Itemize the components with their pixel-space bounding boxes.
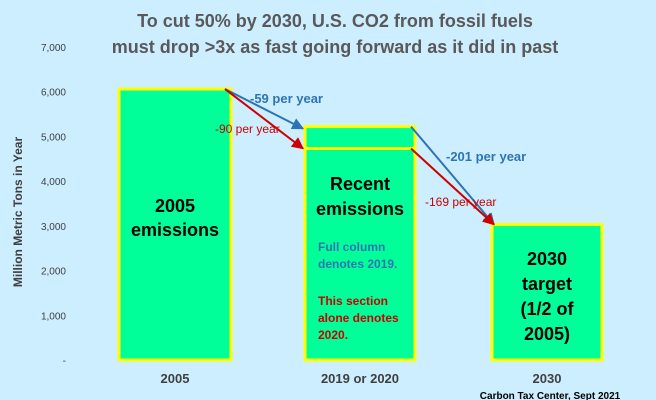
arrow-future-2020 [410,147,495,226]
bar-label-recent: emissions [316,199,404,219]
y-tick-label: 1,000 [41,311,66,322]
bar-label-2030-target: (1/2 of [520,299,574,319]
bars [117,87,604,362]
category-label: 2019 or 2020 [321,371,399,386]
y-axis-label: Million Metric Tons in Year [11,137,25,288]
y-tick-label: 6,000 [41,88,66,99]
bar-label-2005: emissions [131,220,219,240]
bar-label-2005: 2005 [155,196,195,216]
bar-label-2030-target: 2005) [524,324,570,344]
note-2020: This section [318,294,388,308]
rate-future-2019: -201 per year [446,149,526,164]
bar-label-2030-target: target [522,274,572,294]
rate-past-2020: -90 per year [215,122,280,136]
bar-label-recent: Recent [330,174,390,194]
bar-label-2030-target: 2030 [527,249,567,269]
y-axis-ticks: - 1,000 2,000 3,000 4,000 5,000 6,000 7,000 [41,43,66,367]
arrow-past-2019 [224,88,305,130]
y-tick-label: 2,000 [41,267,66,278]
arrow-past-2020 [224,88,304,150]
bar-0 [117,87,233,362]
y-tick-label: 5,000 [41,132,66,143]
category-label: 2005 [161,371,190,386]
category-label: 2030 [533,371,562,386]
note-2019: Full column [318,240,385,254]
note-2020: 2020. [318,328,348,342]
note-2020: alone denotes [318,311,399,325]
y-tick-label: 3,000 [41,222,66,233]
y-tick-label: 4,000 [41,177,66,188]
annotations: 2005 emissions Recent emissions 2030 target (1… [131,91,575,344]
rate-past-2019: -59 per year [250,91,323,106]
credit-text: Carbon Tax Center, Sept 2021 [480,391,621,400]
bar-1 [303,125,417,362]
y-tick-label: 7,000 [41,43,66,54]
note-2019: denotes 2019. [318,257,397,271]
arrow-future-2019 [410,125,495,226]
y-tick-label: - [63,356,66,367]
bar-2 [490,223,604,362]
chart-title: To cut 50% by 2030, U.S. CO2 from fossil… [137,11,533,31]
chart-subtitle: must drop >3x as fast going forward as i… [112,37,559,57]
category-labels: 2005 2019 or 2020 2030 [161,371,562,386]
rate-arrows [224,88,495,226]
rate-future-2020: -169 per year [425,195,496,209]
